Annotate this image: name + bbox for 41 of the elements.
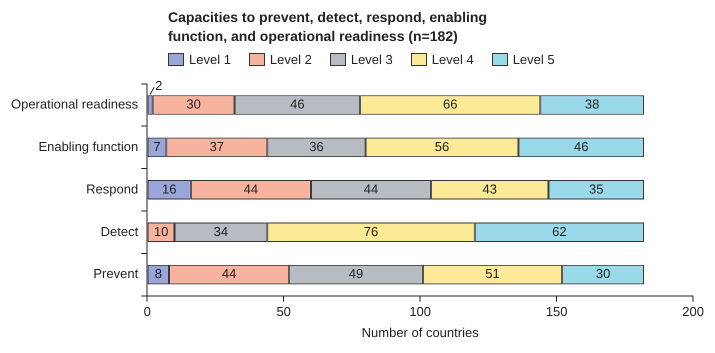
data-label: 16	[162, 181, 177, 196]
x-tick-label: 100	[409, 304, 432, 320]
y-tick-label: Operational readiness	[10, 96, 139, 112]
data-label: 10	[154, 224, 168, 239]
y-tick-label: Respond	[86, 181, 138, 196]
x-tick-label: 0	[144, 304, 151, 320]
x-tick-label: 200	[682, 304, 704, 320]
data-label: 49	[348, 266, 364, 282]
x-tick-label: 50	[276, 304, 291, 320]
data-label: 8	[154, 266, 162, 282]
legend-label: Level 2	[270, 52, 312, 67]
data-label: 62	[552, 224, 567, 239]
legend-label: Level 3	[350, 52, 393, 67]
x-axis-title: Number of countries	[362, 324, 480, 340]
data-label: 51	[485, 266, 500, 282]
data-label: 44	[244, 181, 258, 196]
y-tick-label: Enabling function	[38, 138, 138, 154]
data-label: 76	[364, 224, 378, 239]
data-label: 38	[584, 96, 600, 112]
data-label: 44	[222, 266, 236, 282]
legend-label: Level 4	[432, 52, 474, 67]
data-label: 46	[290, 96, 305, 112]
data-label: 30	[596, 266, 610, 282]
data-label: 66	[442, 96, 458, 112]
legend-label: Level 5	[512, 52, 555, 67]
data-label: 37	[210, 138, 224, 154]
y-tick-label: Prevent	[93, 266, 139, 282]
data-label: 35	[589, 181, 604, 196]
chart-title: Capacities to prevent, detect, respond, enabling function, and operational readiness (n=182)	[168, 8, 488, 46]
data-label: 44	[364, 181, 378, 196]
data-label: 36	[309, 138, 324, 154]
data-label: 43	[482, 181, 498, 196]
data-label: 7	[153, 138, 161, 154]
data-label: 2	[155, 78, 162, 93]
data-label: 30	[186, 96, 201, 112]
legend-label: Level 1	[189, 52, 231, 67]
data-label: 56	[434, 138, 450, 154]
data-label: 34	[214, 224, 228, 239]
y-tick-label: Detect	[100, 224, 139, 239]
data-label: 46	[574, 138, 588, 154]
x-tick-label: 150	[546, 304, 568, 320]
